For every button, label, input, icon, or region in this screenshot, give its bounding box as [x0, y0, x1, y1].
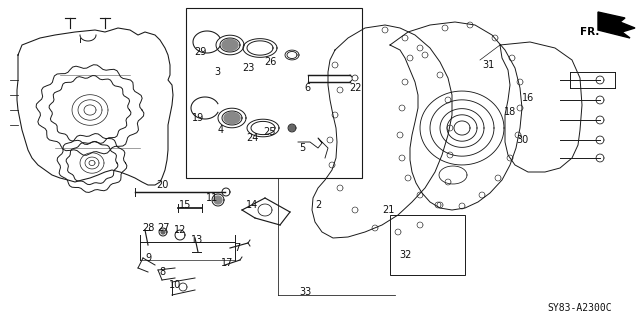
Polygon shape: [214, 196, 222, 204]
Text: 2: 2: [315, 200, 321, 210]
Text: 13: 13: [191, 235, 203, 245]
Text: 3: 3: [214, 67, 220, 77]
Text: 14: 14: [246, 200, 258, 210]
Text: 7: 7: [234, 243, 240, 253]
Bar: [186, 8, 362, 178]
Text: 32: 32: [399, 250, 411, 260]
Text: 18: 18: [504, 107, 516, 117]
Polygon shape: [161, 230, 165, 234]
Text: 17: 17: [221, 258, 233, 268]
Text: FR.: FR.: [580, 27, 600, 37]
Text: SY83-A2300C: SY83-A2300C: [548, 303, 612, 313]
Text: 4: 4: [218, 125, 224, 135]
Text: 10: 10: [169, 280, 181, 290]
Text: 20: 20: [156, 180, 168, 190]
Text: 11: 11: [206, 193, 218, 203]
Bar: [390, 215, 465, 275]
Text: 8: 8: [159, 267, 165, 277]
Text: 15: 15: [179, 200, 191, 210]
Text: 12: 12: [174, 225, 186, 235]
Text: 21: 21: [382, 205, 394, 215]
Text: 31: 31: [482, 60, 494, 70]
Text: 28: 28: [142, 223, 154, 233]
Text: 6: 6: [304, 83, 310, 93]
Text: 29: 29: [194, 47, 206, 57]
Text: 26: 26: [264, 57, 276, 67]
Text: 5: 5: [299, 143, 305, 153]
Text: 27: 27: [157, 223, 169, 233]
Text: 9: 9: [145, 253, 151, 263]
Text: 30: 30: [516, 135, 528, 145]
Polygon shape: [598, 12, 635, 38]
Text: 25: 25: [264, 127, 276, 137]
Text: 22: 22: [349, 83, 361, 93]
Polygon shape: [222, 39, 238, 51]
Text: 23: 23: [242, 63, 254, 73]
Polygon shape: [289, 125, 295, 131]
Text: 19: 19: [192, 113, 204, 123]
Text: 24: 24: [246, 133, 258, 143]
Text: 33: 33: [299, 287, 311, 297]
Polygon shape: [224, 112, 240, 124]
Text: 16: 16: [522, 93, 534, 103]
